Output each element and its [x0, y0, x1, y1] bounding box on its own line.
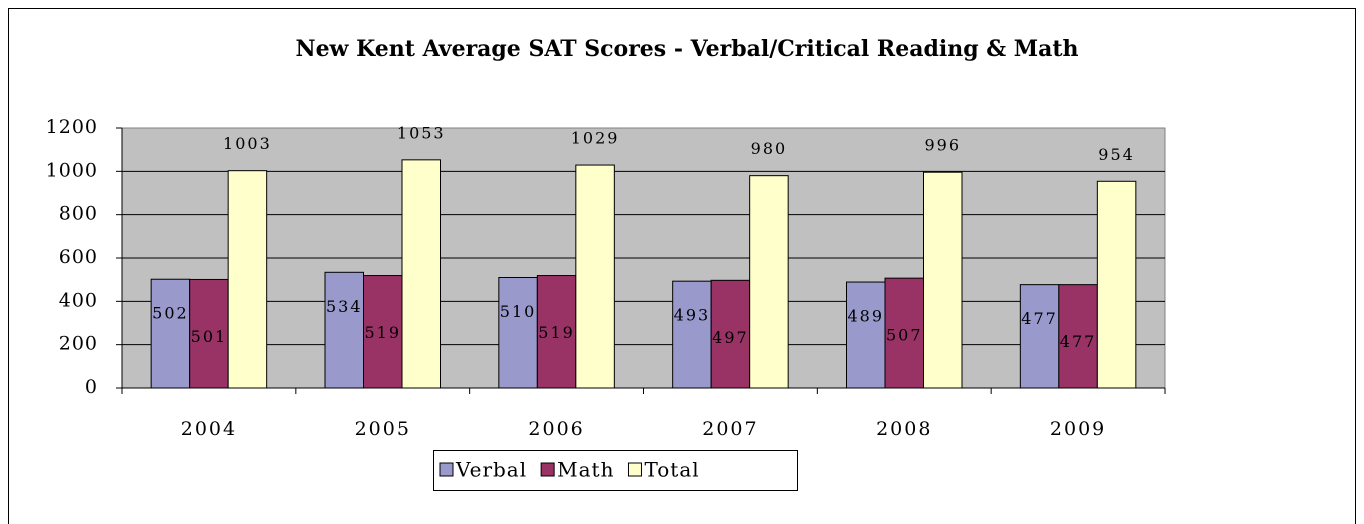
bar: [324, 271, 364, 389]
x-tick-label: 2009: [1050, 418, 1106, 440]
data-label: 497: [712, 328, 749, 347]
legend-label: Verbal: [455, 458, 527, 482]
bar: [1058, 284, 1098, 389]
data-label: 502: [152, 304, 189, 323]
bar: [923, 171, 963, 389]
bar: [227, 170, 268, 389]
bar: [672, 280, 712, 389]
data-label: 519: [538, 323, 575, 342]
x-tick-label: 2006: [528, 418, 584, 440]
y-tick-label: 200: [59, 333, 98, 355]
bar: [710, 279, 751, 389]
data-label: 954: [1098, 145, 1135, 164]
x-tick-label: 2007: [702, 418, 758, 440]
y-tick-label: 1000: [46, 159, 98, 181]
data-label: 1029: [571, 129, 620, 148]
data-label: 980: [751, 139, 788, 158]
data-label: 477: [1021, 309, 1058, 328]
data-label: 493: [674, 306, 711, 325]
bar: [1096, 180, 1137, 389]
data-label: 501: [191, 327, 228, 346]
bar: [846, 281, 886, 389]
legend-swatch: [540, 462, 555, 477]
y-tick-label: 800: [59, 203, 98, 225]
data-label: 1053: [397, 123, 446, 142]
data-label: 519: [364, 323, 401, 342]
bar: [150, 278, 191, 389]
bar: [363, 275, 403, 389]
bar: [884, 277, 924, 389]
bar: [575, 164, 615, 389]
y-tick-label: 400: [59, 289, 98, 311]
y-tick-label: 0: [85, 376, 98, 398]
bar: [749, 175, 789, 389]
legend-swatch: [627, 462, 642, 477]
legend-swatch: [439, 462, 454, 477]
x-tick-label: 2008: [876, 418, 932, 440]
data-label: 996: [924, 136, 961, 155]
data-label: 489: [847, 307, 884, 326]
bar: [498, 277, 538, 389]
legend-label: Math: [557, 458, 614, 482]
x-tick-label: 2005: [355, 418, 411, 440]
data-label: 1003: [223, 134, 272, 153]
chart-title: New Kent Average SAT Scores - Verbal/Cri…: [295, 36, 1078, 62]
legend: [433, 450, 798, 491]
data-label: 477: [1060, 332, 1097, 351]
data-label: 507: [886, 326, 923, 345]
data-label: 510: [500, 302, 537, 321]
legend-label: Total: [644, 458, 699, 482]
bar: [189, 278, 229, 389]
x-tick-label: 2004: [181, 418, 237, 440]
data-label: 534: [326, 297, 363, 316]
bar: [1019, 284, 1060, 389]
y-tick-label: 1200: [46, 116, 98, 138]
bar: [401, 159, 441, 389]
y-tick-label: 600: [59, 246, 98, 268]
